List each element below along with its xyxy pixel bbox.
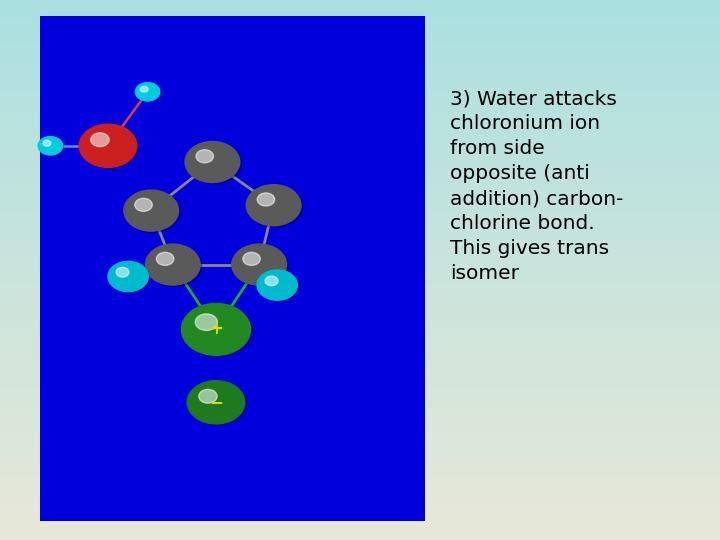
Circle shape — [233, 245, 288, 286]
Circle shape — [135, 198, 153, 212]
Circle shape — [135, 83, 160, 101]
Circle shape — [124, 190, 179, 231]
Circle shape — [196, 150, 214, 163]
Circle shape — [246, 185, 301, 226]
Circle shape — [81, 125, 138, 168]
Circle shape — [91, 133, 109, 147]
Circle shape — [184, 305, 253, 357]
Circle shape — [232, 244, 287, 285]
Circle shape — [145, 244, 200, 285]
Circle shape — [116, 267, 129, 277]
Circle shape — [248, 186, 302, 227]
Text: 3) Water attacks
chloronium ion
from side
opposite (anti
addition) carbon-
chlor: 3) Water attacks chloronium ion from sid… — [450, 89, 624, 283]
Circle shape — [199, 389, 217, 403]
Circle shape — [181, 303, 251, 355]
Circle shape — [43, 140, 51, 146]
Circle shape — [39, 137, 63, 156]
Circle shape — [187, 381, 245, 424]
Circle shape — [109, 262, 150, 293]
Circle shape — [125, 191, 180, 232]
Circle shape — [186, 143, 241, 184]
Circle shape — [265, 276, 278, 286]
Circle shape — [243, 252, 261, 266]
Circle shape — [257, 270, 297, 300]
Circle shape — [147, 245, 202, 286]
Circle shape — [195, 314, 217, 330]
Text: +: + — [209, 320, 223, 339]
Circle shape — [108, 261, 148, 292]
Text: −: − — [209, 393, 223, 411]
Circle shape — [185, 141, 240, 183]
Circle shape — [136, 83, 161, 102]
Circle shape — [257, 193, 275, 206]
Circle shape — [79, 124, 137, 167]
Circle shape — [38, 137, 63, 155]
Circle shape — [258, 271, 299, 301]
Circle shape — [140, 86, 148, 92]
Circle shape — [189, 382, 246, 425]
Bar — [40, 16, 425, 521]
Circle shape — [156, 252, 174, 266]
